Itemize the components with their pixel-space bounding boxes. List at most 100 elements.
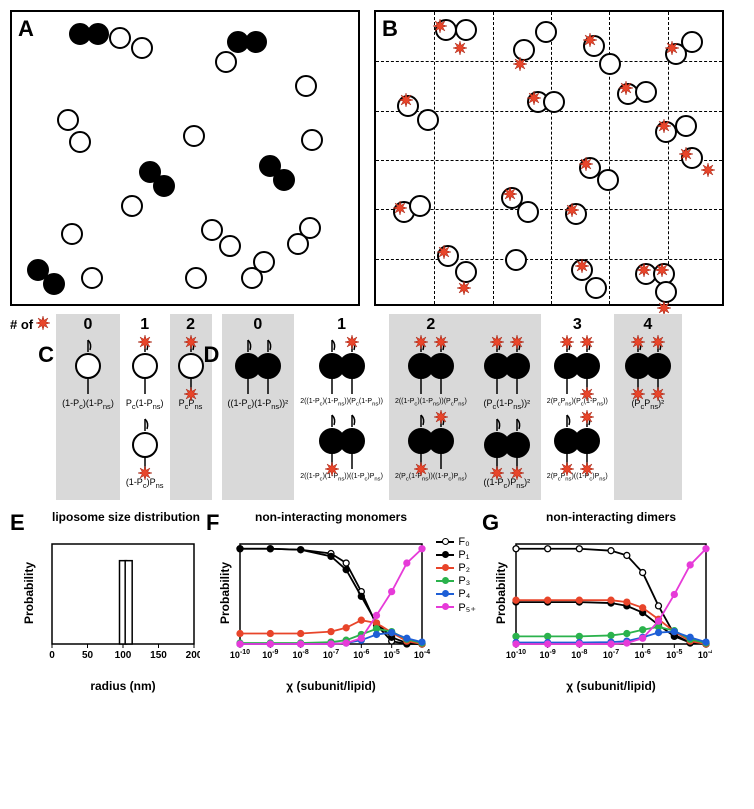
prob-column: 0(1-Pc)(1-Pns) <box>56 314 120 500</box>
prob-column: 32(PcPns)(Pc(1-Pns))2(PcPns)((1-Pc)Pns) <box>541 314 614 500</box>
fluor-star-icon <box>701 163 715 177</box>
panel-g: G non-interacting dimers 10-1010-910-810… <box>482 510 712 676</box>
monomer-open <box>585 277 607 299</box>
monomer-open <box>455 19 477 41</box>
fluor-star-icon <box>399 93 413 107</box>
panel-f: F non-interacting monomers 10-1010-910-8… <box>206 510 476 676</box>
monomer-filled <box>43 273 65 295</box>
fluor-star-icon <box>414 462 428 476</box>
prob-cell: 2(PcPns)(Pc(1-Pns)) <box>547 338 608 407</box>
y-axis-label: Probability <box>218 562 232 624</box>
probability-formula: 2(PcPns)(Pc(1-Pns)) <box>547 398 608 407</box>
svg-text:150: 150 <box>150 650 167 661</box>
monomer-filled <box>273 169 295 191</box>
prob-cell: (1-Pc)Pns <box>126 417 164 490</box>
prob-cell: 2((1-Pc)(1-Pns))(PcPns) <box>395 338 467 407</box>
svg-text:10-9: 10-9 <box>262 649 278 660</box>
legend-label: P₅₊ <box>458 601 476 614</box>
fluor-star-icon <box>679 147 693 161</box>
star-count: 2 <box>426 316 435 334</box>
fluor-star-icon <box>651 387 665 401</box>
monomer-open <box>219 235 241 257</box>
svg-text:10-7: 10-7 <box>323 649 339 660</box>
svg-text:10-7: 10-7 <box>603 649 619 660</box>
monomer-open <box>201 219 223 241</box>
fluor-star-icon <box>580 387 594 401</box>
fluor-star-icon <box>513 57 527 71</box>
star-count: 4 <box>643 316 652 334</box>
fluor-star-icon <box>651 335 665 349</box>
fluor-star-icon <box>138 466 152 480</box>
prob-column: 12((1-Pc)(1-Pns))(Pc(1-Pns))2((1-Pc)(1-P… <box>294 314 389 500</box>
legend-item: P₃ <box>436 575 476 587</box>
fluor-star-icon <box>657 119 671 133</box>
svg-text:10-8: 10-8 <box>293 649 309 660</box>
fluor-star-icon <box>579 157 593 171</box>
probability-formula: 2(PcPns)((1-Pc)Pns) <box>547 473 608 482</box>
fluor-star-icon <box>414 335 428 349</box>
svg-text:0: 0 <box>49 650 55 661</box>
probability-formula: 2(Pc(1-Pns))((1-Pc)Pns) <box>395 473 467 482</box>
n-of-text: # of <box>10 317 33 332</box>
fluor-star-icon <box>453 41 467 55</box>
monomer-open <box>455 261 477 283</box>
fluor-star-icon <box>490 335 504 349</box>
prob-cell: 2((1-Pc)(1-Pns))(Pc(1-Pns)) <box>300 338 383 407</box>
monomer-open <box>131 37 153 59</box>
legend-label: P₂ <box>458 562 470 574</box>
svg-text:100: 100 <box>115 650 132 661</box>
fluor-star-icon <box>433 19 447 33</box>
panel-e-label: E <box>10 510 25 536</box>
legend-item: P₄ <box>436 588 476 600</box>
fluor-star-icon <box>575 259 589 273</box>
panel-c: 0(1-Pc)(1-Pns)1Pc(1-Pns)(1-Pc)Pns2PcPns <box>56 314 211 500</box>
fluor-star-icon <box>665 41 679 55</box>
probability-formula: 2((1-Pc)(1-Pns))(PcPns) <box>395 398 467 407</box>
chart-title: non-interacting monomers <box>240 510 422 524</box>
svg-text:10-5: 10-5 <box>384 649 400 660</box>
panel-f-label: F <box>206 510 219 536</box>
panel-b: B <box>374 10 724 306</box>
legend-item: P₁ <box>436 549 476 561</box>
svg-text:10-8: 10-8 <box>571 649 587 660</box>
fluor-star-icon <box>503 187 517 201</box>
star-count: 1 <box>140 316 149 334</box>
n-of-label: # of <box>10 314 50 333</box>
fluor-star-icon <box>434 410 448 424</box>
monomer-open <box>295 75 317 97</box>
monomer-open <box>505 249 527 271</box>
prob-cell: 2((1-Pc)(1-Pns))((1-Pc)Pns) <box>300 413 383 482</box>
monomer-open <box>287 233 309 255</box>
star-icon <box>36 316 50 333</box>
fluor-star-icon <box>565 203 579 217</box>
x-axis-label: radius (nm) <box>52 679 194 693</box>
star-count: 0 <box>84 316 93 334</box>
x-axis-label: χ (subunit/lipid) <box>516 679 706 693</box>
monomer-open <box>675 115 697 137</box>
fluor-star-icon <box>437 245 451 259</box>
monomer-open <box>81 267 103 289</box>
fluor-star-icon <box>631 335 645 349</box>
prob-column: 4 (PcPns)² <box>614 314 682 500</box>
fluor-star-icon <box>560 462 574 476</box>
monomer-open <box>681 31 703 53</box>
prob-column: 2 2((1-Pc)(1-Pns))(PcPns) 2(Pc(1-Pns))((1-… <box>389 314 473 500</box>
fluor-star-icon <box>138 335 152 349</box>
monomer-open <box>215 51 237 73</box>
svg-text:10-4: 10-4 <box>698 649 712 660</box>
x-axis-label: χ (subunit/lipid) <box>240 679 422 693</box>
prob-cell: (Pc(1-Pns))² <box>479 338 535 411</box>
fluor-star-icon <box>490 466 504 480</box>
monomer-filled <box>87 23 109 45</box>
probability-formula: 2((1-Pc)(1-Pns))((1-Pc)Pns) <box>300 473 383 482</box>
panel-e: E liposome size distribution 05010015020… <box>10 510 200 676</box>
monomer-open <box>183 125 205 147</box>
legend-label: P₄ <box>458 588 470 600</box>
legend-label: P₁ <box>458 549 469 561</box>
legend-label: F₀ <box>458 536 469 548</box>
monomer-open <box>635 81 657 103</box>
prob-cell: (PcPns)² <box>620 338 676 411</box>
monomer-open <box>599 53 621 75</box>
monomer-open <box>253 251 275 273</box>
fluor-star-icon <box>560 335 574 349</box>
